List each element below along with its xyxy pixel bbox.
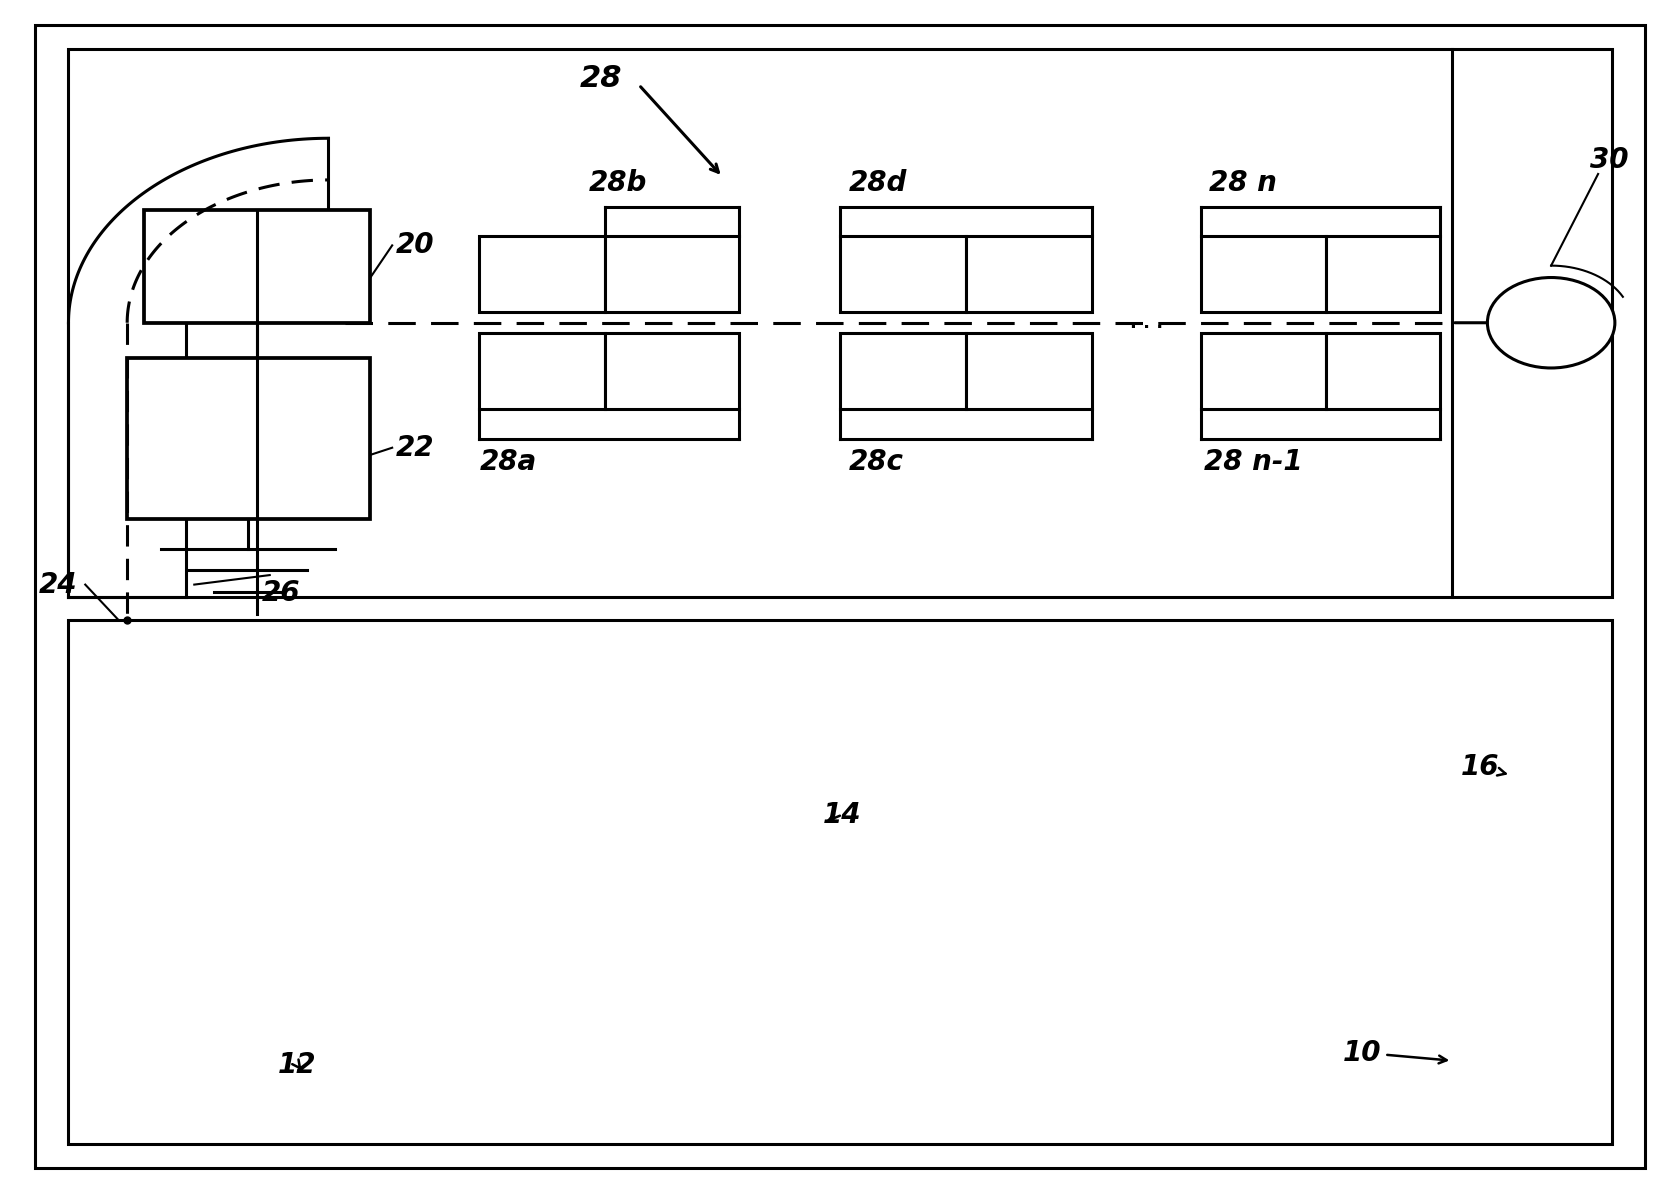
Text: 30: 30 <box>1589 146 1628 174</box>
Text: 20: 20 <box>395 231 433 259</box>
Bar <box>1201 236 1327 313</box>
Text: . . .: . . . <box>1131 314 1164 332</box>
Text: 10: 10 <box>1344 1039 1446 1067</box>
Text: 28a: 28a <box>479 449 536 476</box>
Circle shape <box>1487 278 1614 367</box>
Bar <box>69 620 1611 1144</box>
Text: 24: 24 <box>39 570 77 599</box>
Text: 26: 26 <box>262 579 299 607</box>
Bar <box>966 236 1092 313</box>
Bar <box>840 236 966 313</box>
Bar <box>840 334 966 409</box>
Text: 28d: 28d <box>848 169 907 197</box>
Text: 28: 28 <box>580 64 623 93</box>
Bar <box>128 358 370 519</box>
Bar <box>605 334 739 409</box>
Text: 28 n-1: 28 n-1 <box>1205 449 1302 476</box>
Text: 28c: 28c <box>848 449 904 476</box>
Bar <box>1327 236 1440 313</box>
Text: 28 n: 28 n <box>1210 169 1277 197</box>
Text: 16: 16 <box>1460 753 1505 781</box>
Text: 22: 22 <box>395 434 433 462</box>
Bar <box>479 236 605 313</box>
Text: 12: 12 <box>279 1051 316 1078</box>
Text: 14: 14 <box>823 801 862 829</box>
Bar <box>1327 334 1440 409</box>
Bar <box>1201 334 1327 409</box>
Bar <box>966 334 1092 409</box>
Bar <box>605 236 739 313</box>
Text: 28b: 28b <box>588 169 647 197</box>
Bar <box>69 49 1611 596</box>
Bar <box>144 210 370 323</box>
Bar <box>479 334 605 409</box>
